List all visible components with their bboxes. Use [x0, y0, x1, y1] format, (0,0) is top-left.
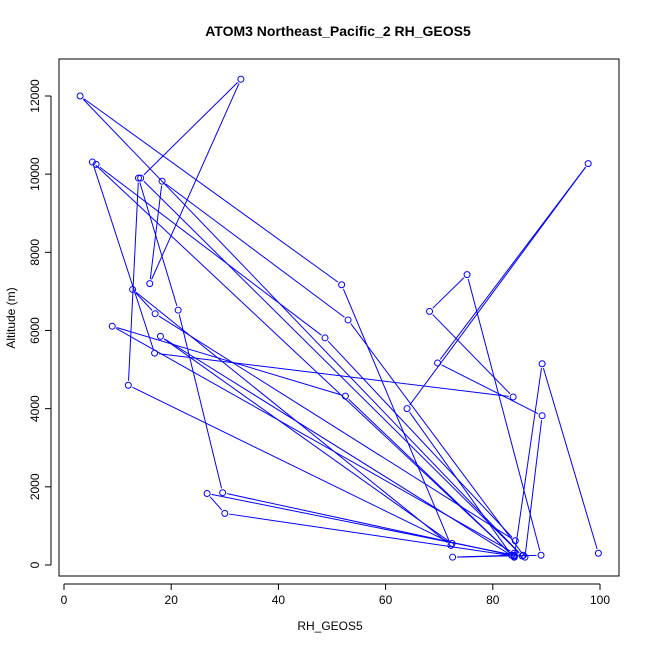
data-point — [538, 360, 546, 368]
data-point — [88, 158, 96, 166]
plot-frame — [58, 58, 620, 577]
x-tick-label: 100 — [590, 593, 610, 607]
y-axis-label: Altitude (m) — [4, 287, 18, 348]
data-point — [321, 334, 329, 342]
series-segment — [514, 368, 542, 553]
data-point — [510, 551, 518, 559]
series-rh-geos5 — [76, 75, 602, 561]
series-segment — [95, 164, 512, 555]
data-point — [221, 509, 229, 517]
data-point — [463, 271, 471, 279]
data-point — [237, 75, 245, 83]
data-point — [174, 306, 182, 314]
series-segment — [432, 277, 465, 309]
series-segment — [158, 353, 509, 397]
data-point — [76, 92, 84, 100]
data-point — [151, 349, 159, 357]
series-segment — [441, 364, 539, 415]
series-segment — [82, 98, 520, 554]
data-point — [129, 285, 137, 293]
data-point — [449, 553, 457, 561]
series-segment — [178, 314, 223, 489]
data-point — [426, 307, 434, 315]
data-point — [341, 392, 349, 400]
x-axis-label: RH_GEOS5 — [297, 619, 363, 633]
series-segment — [409, 412, 510, 552]
series-segment — [542, 367, 598, 550]
data-point — [92, 160, 100, 168]
y-tick-label: 2000 — [28, 473, 42, 500]
x-axis: 0 20 40 60 80 100 — [61, 583, 610, 607]
y-tick-label: 10000 — [28, 157, 42, 191]
data-point — [344, 316, 352, 324]
data-point — [158, 177, 166, 185]
series-segment — [143, 180, 520, 554]
series-segment — [327, 340, 513, 538]
data-point — [108, 322, 116, 330]
series-segment — [525, 420, 543, 553]
series-segment — [439, 166, 586, 360]
y-tick-label: 6000 — [28, 317, 42, 344]
data-point — [151, 310, 159, 318]
data-point — [584, 160, 592, 168]
data-point — [511, 537, 519, 545]
data-point — [135, 174, 143, 182]
series-segment — [151, 83, 240, 280]
series-segment — [209, 496, 223, 511]
x-tick-label: 20 — [165, 593, 179, 607]
y-tick-label: 8000 — [28, 239, 42, 266]
data-point — [508, 551, 516, 559]
data-point — [338, 281, 346, 289]
series-segment — [149, 185, 163, 280]
data-point — [509, 393, 517, 401]
y-tick-label: 0 — [28, 561, 42, 568]
series-segment — [135, 292, 153, 311]
y-tick-label: 4000 — [28, 395, 42, 422]
series-segment — [93, 166, 154, 350]
series-segment — [99, 166, 322, 336]
series-segment — [139, 182, 178, 307]
data-point — [538, 412, 546, 420]
x-tick-label: 0 — [61, 593, 68, 607]
series-segment — [432, 314, 511, 395]
data-point — [518, 552, 526, 560]
series-segment — [229, 513, 510, 556]
data-point — [146, 280, 154, 288]
series-segment — [409, 166, 586, 406]
series-segment — [342, 288, 450, 542]
data-point — [156, 332, 164, 340]
series-segment — [83, 98, 339, 283]
data-point — [124, 381, 132, 389]
x-tick-label: 80 — [486, 593, 500, 607]
data-point — [203, 489, 211, 497]
series-segment — [163, 338, 449, 542]
chart-title: ATOM3 Northeast_Pacific_2 RH_GEOS5 — [205, 23, 471, 39]
data-point — [403, 405, 411, 413]
x-tick-label: 40 — [272, 593, 286, 607]
series-segment — [226, 493, 508, 555]
data-point — [447, 541, 455, 549]
data-point — [519, 551, 527, 559]
series-segment — [165, 183, 345, 318]
series-segment — [350, 323, 523, 554]
series-segment — [135, 291, 448, 544]
series-segment — [158, 315, 512, 539]
series-segment — [116, 327, 342, 396]
x-tick-label: 60 — [379, 593, 393, 607]
series-segment — [164, 338, 511, 556]
y-tick-label: 12000 — [28, 79, 42, 113]
data-point — [434, 359, 442, 367]
series-segment — [132, 386, 449, 542]
y-axis: 0 2000 4000 6000 8000 10000 12000 — [28, 79, 52, 568]
series-segment — [467, 278, 541, 552]
series-segment — [457, 554, 537, 558]
data-point — [537, 551, 545, 559]
data-point — [594, 549, 602, 557]
series-segment — [128, 182, 139, 381]
data-point — [219, 489, 227, 497]
data-point — [137, 174, 145, 182]
series-segment — [143, 81, 239, 176]
